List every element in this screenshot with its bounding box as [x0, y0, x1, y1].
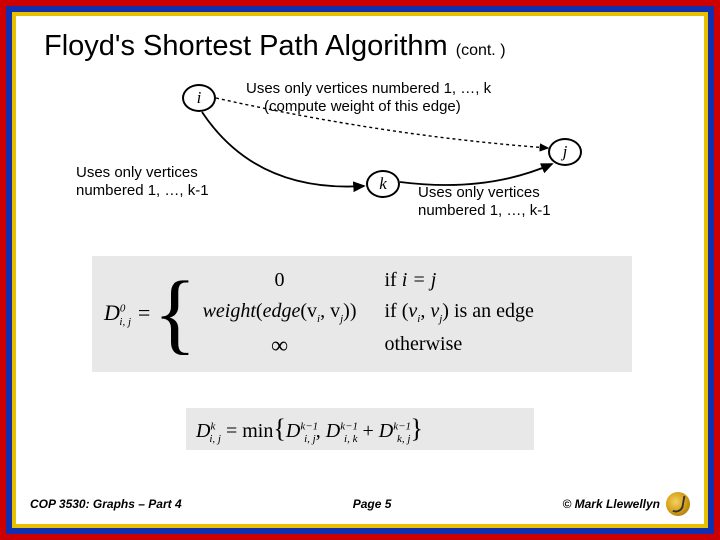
- f2pl: +: [357, 420, 378, 442]
- c2va: (v: [300, 300, 317, 322]
- logo-icon: [666, 492, 690, 516]
- f2b1: i, j: [209, 433, 221, 445]
- c2cp: if (: [384, 300, 408, 322]
- footer-page: Page 5: [182, 497, 563, 511]
- f2eq: = min: [221, 420, 273, 442]
- c2vm: edge: [263, 300, 301, 322]
- slide-title: Floyd's Shortest Path Algorithm (cont. ): [16, 16, 704, 63]
- f2s1: k: [210, 420, 215, 432]
- frame-outer: Floyd's Shortest Path Algorithm (cont. ): [0, 0, 720, 540]
- anno-left-l1: Uses only vertices: [76, 164, 198, 181]
- c2vcl: )): [343, 300, 356, 322]
- frame-mid: Floyd's Shortest Path Algorithm (cont. ): [6, 6, 714, 534]
- case1-cond: if i = j: [384, 269, 533, 292]
- annotation-top: Uses only vertices numbered 1, …, k (com…: [246, 80, 566, 116]
- c1p: if: [384, 269, 401, 291]
- footer-copyright: © Mark Llewellyn: [562, 497, 660, 511]
- slide-body: Floyd's Shortest Path Algorithm (cont. ): [16, 16, 704, 524]
- annotation-left: Uses only vertices numbered 1, …, k-1: [76, 164, 241, 200]
- case2-val: weight(edge(vi, vj)): [203, 300, 357, 325]
- f1-sym: D: [104, 300, 120, 325]
- node-i-label: i: [197, 88, 202, 108]
- f2t2s: k−1: [340, 420, 358, 432]
- node-i: i: [182, 84, 216, 112]
- anno-right-l1: Uses only vertices: [418, 184, 540, 201]
- node-j-label: j: [563, 142, 568, 162]
- formula-min: Dki, j = min{Dk−1i, j, Dk−1i, k + Dk−1k,…: [186, 408, 534, 450]
- anno-right-l2: numbered 1, …, k-1: [418, 202, 551, 219]
- anno-top-l2: (compute weight of this edge): [246, 98, 461, 115]
- f2t1b: i, j: [304, 433, 316, 445]
- f2sep: ,: [316, 420, 326, 442]
- case3-cond: otherwise: [384, 333, 533, 360]
- formula-cases: D0i, j = { 0 if i = j weight(edge(vi, vj…: [92, 256, 632, 372]
- diagram: i k j Uses only vertices numbered 1, …, …: [76, 78, 636, 228]
- title-cont: (cont. ): [456, 42, 506, 59]
- footer: COP 3530: Graphs – Part 4 Page 5 © Mark …: [16, 492, 704, 516]
- c3v: ∞: [271, 333, 288, 359]
- c1v: 0: [275, 269, 285, 291]
- node-k: k: [366, 170, 400, 198]
- f1-eq: =: [131, 300, 151, 325]
- anno-top-l1: Uses only vertices numbered 1, …, k: [246, 80, 491, 97]
- annotation-right: Uses only vertices numbered 1, …, k-1: [418, 184, 608, 220]
- node-k-label: k: [379, 174, 387, 194]
- c2vo: (: [256, 300, 263, 322]
- f2t2b: i, k: [344, 433, 357, 445]
- footer-left: COP 3530: Graphs – Part 4: [30, 497, 182, 511]
- formula1-lhs: D0 i, j =: [104, 300, 151, 328]
- c2vp: weight: [203, 300, 256, 322]
- c2cc: ,: [420, 300, 430, 322]
- f2d3: D: [326, 420, 340, 442]
- f1-sub: i, j: [119, 316, 131, 328]
- title-main: Floyd's Shortest Path Algorithm: [44, 30, 448, 62]
- c1m: i = j: [402, 269, 437, 291]
- f2t3b: k, j: [397, 433, 410, 445]
- f2d2: D: [286, 420, 300, 442]
- f1-sup: 0: [120, 302, 126, 314]
- case2-cond: if (vi, vj) is an edge: [384, 300, 533, 325]
- anno-left-l2: numbered 1, …, k-1: [76, 182, 209, 199]
- c2cvj: v: [430, 300, 439, 322]
- formula2-content: Dki, j = min{Dk−1i, j, Dk−1i, k + Dk−1k,…: [196, 414, 423, 445]
- formula1-cases: 0 if i = j weight(edge(vi, vj)) if (vi, …: [203, 269, 534, 360]
- node-j: j: [548, 138, 582, 166]
- f2t3s: k−1: [393, 420, 411, 432]
- brace-icon: {: [153, 269, 196, 359]
- f2d4: D: [379, 420, 393, 442]
- c2cvi: v: [408, 300, 417, 322]
- c2cs: ) is an edge: [442, 300, 534, 322]
- frame-inner: Floyd's Shortest Path Algorithm (cont. ): [12, 12, 708, 528]
- f2op: {: [273, 414, 285, 443]
- c2vc: , v: [320, 300, 340, 322]
- case1-val: 0: [203, 269, 357, 292]
- footer-right: © Mark Llewellyn: [562, 492, 690, 516]
- case3-val: ∞: [203, 333, 357, 360]
- f2cl: }: [410, 414, 422, 443]
